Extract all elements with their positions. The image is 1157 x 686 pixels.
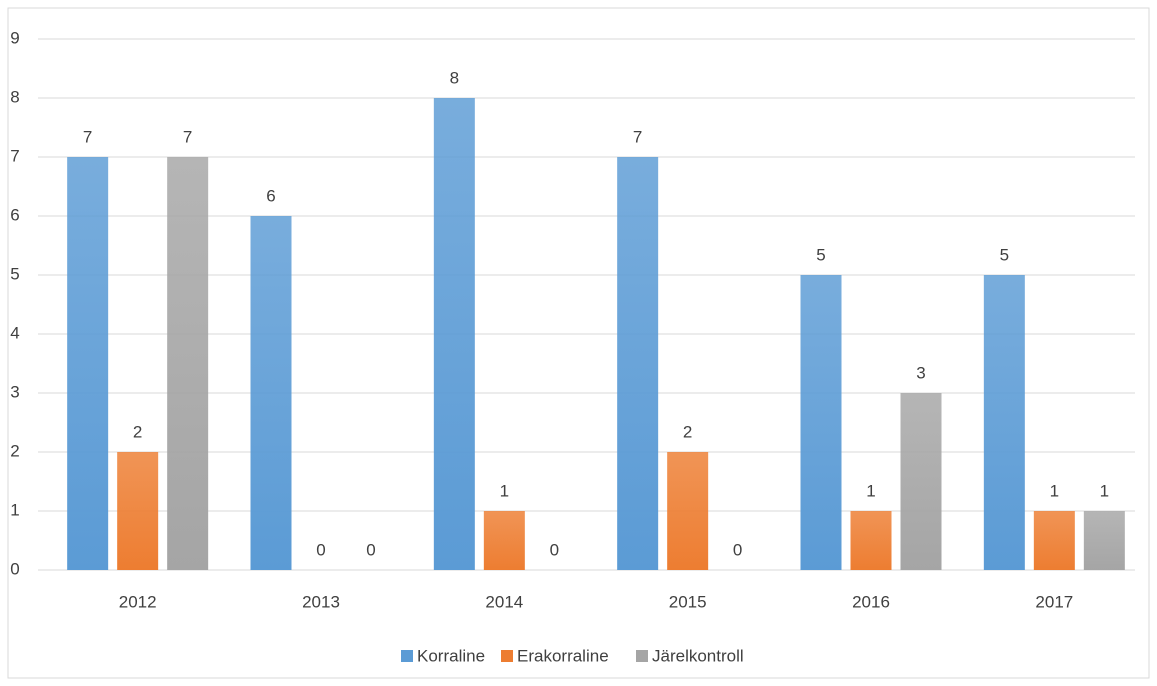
bar — [67, 157, 109, 570]
y-tick-label: 0 — [10, 559, 19, 578]
x-tick-label: 2015 — [669, 592, 707, 611]
bar — [1033, 511, 1075, 570]
legend-label: Erakorraline — [517, 646, 609, 665]
data-label: 0 — [316, 540, 325, 559]
legend-swatch — [401, 650, 413, 662]
data-label: 2 — [133, 422, 142, 441]
bar — [900, 393, 942, 570]
data-label: 3 — [916, 363, 925, 382]
data-label: 5 — [816, 245, 825, 264]
bar — [483, 511, 525, 570]
data-label: 0 — [366, 540, 375, 559]
y-tick-label: 9 — [10, 28, 19, 47]
legend-swatch — [636, 650, 648, 662]
data-label: 1 — [1050, 481, 1059, 500]
bar — [433, 98, 475, 570]
legend-label: Järelkontroll — [652, 646, 744, 665]
bar — [250, 216, 292, 570]
bar — [983, 275, 1025, 570]
x-tick-label: 2013 — [302, 592, 340, 611]
y-tick-label: 6 — [10, 205, 19, 224]
bar — [617, 157, 659, 570]
legend-label: Korraline — [417, 646, 485, 665]
y-tick-label: 7 — [10, 146, 19, 165]
bar — [167, 157, 209, 570]
data-label: 7 — [183, 127, 192, 146]
y-tick-label: 3 — [10, 382, 19, 401]
bar — [800, 275, 842, 570]
bar — [667, 452, 709, 570]
bar — [1083, 511, 1125, 570]
data-label: 0 — [550, 540, 559, 559]
bar — [850, 511, 892, 570]
data-label: 1 — [500, 481, 509, 500]
data-label: 6 — [266, 186, 275, 205]
x-tick-label: 2014 — [485, 592, 523, 611]
data-label: 7 — [83, 127, 92, 146]
data-label: 5 — [1000, 245, 1009, 264]
data-label: 8 — [450, 68, 459, 87]
x-tick-label: 2017 — [1035, 592, 1073, 611]
x-tick-label: 2012 — [119, 592, 157, 611]
data-label: 7 — [633, 127, 642, 146]
y-tick-label: 8 — [10, 87, 19, 106]
legend-swatch — [501, 650, 513, 662]
y-tick-label: 1 — [10, 500, 19, 519]
y-tick-label: 5 — [10, 264, 19, 283]
y-tick-label: 4 — [10, 323, 19, 342]
y-tick-label: 2 — [10, 441, 19, 460]
data-label: 1 — [1100, 481, 1109, 500]
x-tick-label: 2016 — [852, 592, 890, 611]
bar — [117, 452, 159, 570]
data-label: 1 — [866, 481, 875, 500]
data-label: 0 — [733, 540, 742, 559]
data-label: 2 — [683, 422, 692, 441]
